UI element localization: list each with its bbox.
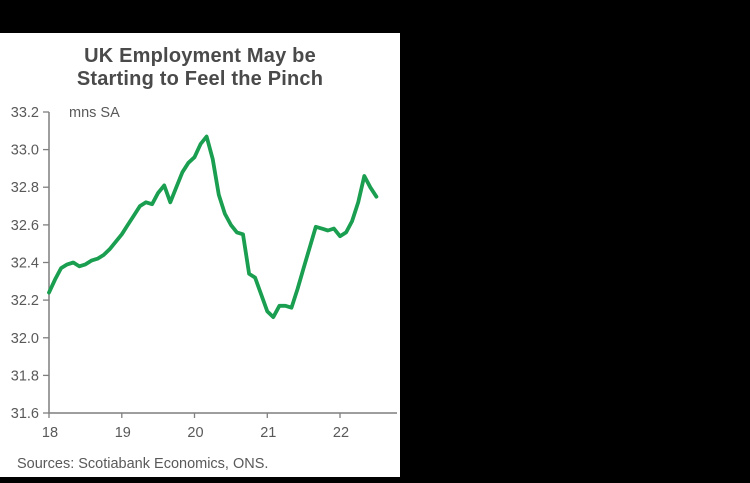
chart-panel: UK Employment May be Starting to Feel th… xyxy=(0,33,400,477)
x-tick-label: 21 xyxy=(260,425,276,441)
y-tick-label: 31.8 xyxy=(11,368,39,384)
y-axis-unit-label: mns SA xyxy=(69,105,120,121)
y-tick-label: 31.6 xyxy=(11,406,39,422)
y-tick-label: 32.8 xyxy=(11,180,39,196)
y-tick-label: 32.0 xyxy=(11,331,39,347)
chart-title-line-2: Starting to Feel the Pinch xyxy=(76,68,324,90)
chart-title: UK Employment May be Starting to Feel th… xyxy=(0,45,400,91)
chart-title-line-1: UK Employment May be xyxy=(84,45,316,67)
x-tick-label: 19 xyxy=(115,425,131,441)
x-tick-label: 18 xyxy=(42,425,58,441)
y-tick-label: 33.0 xyxy=(11,143,39,159)
y-tick-label: 32.6 xyxy=(11,218,39,234)
y-tick-label: 33.2 xyxy=(11,105,39,121)
employment-line-chart: 33.2 33.0 32.8 32.6 32.4 32.2 32.0 31.8 31.618 19… xyxy=(11,105,397,441)
x-tick-label: 22 xyxy=(333,425,349,441)
source-note: Sources: Scotiabank Economics, ONS. xyxy=(17,456,269,472)
x-tick-label: 20 xyxy=(187,425,203,441)
y-tick-label: 32.4 xyxy=(11,256,39,272)
employment-series-line xyxy=(47,134,379,320)
y-tick-label: 32.2 xyxy=(11,293,39,309)
axis-spine xyxy=(48,112,397,414)
